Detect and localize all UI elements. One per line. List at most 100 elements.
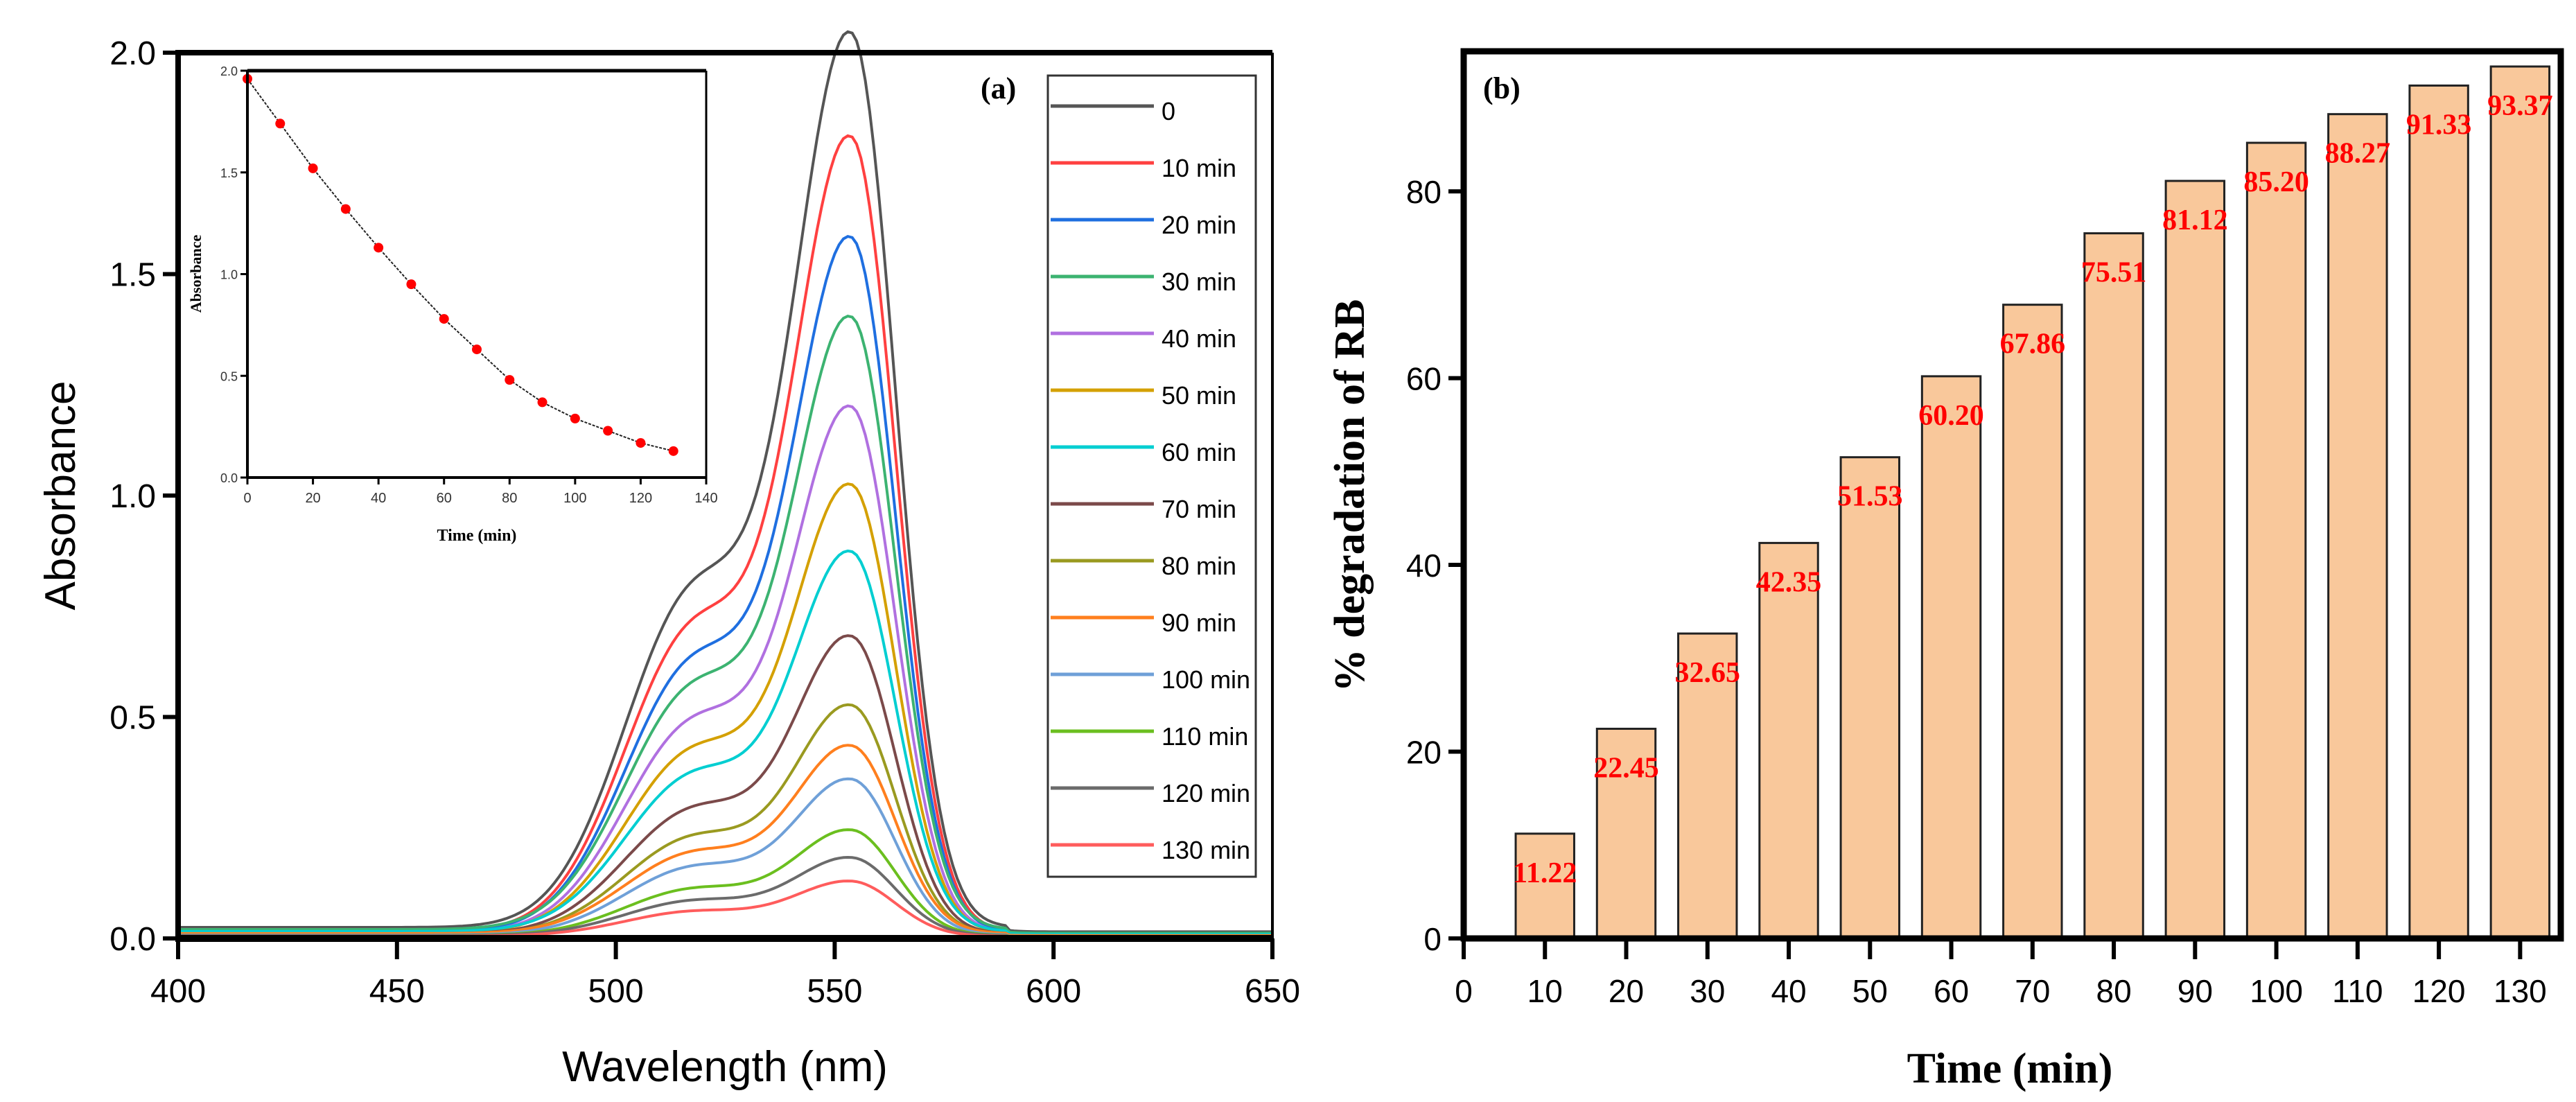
inset-x-tick-label: 100 [563, 491, 586, 506]
inset-y-tick-label: 0.0 [220, 471, 238, 485]
panel-a-y-tick-label: 0.0 [109, 921, 156, 958]
panel-a-x-axis-label: Wavelength (nm) [562, 1043, 888, 1091]
inset-y-axis-label: Absorbance [187, 235, 204, 313]
inset-background [247, 71, 706, 478]
panel-a-x-tick-label: 400 [150, 973, 206, 1010]
inset-fit-line [247, 78, 674, 452]
legend-label: 100 min [1162, 665, 1250, 694]
panel-a-x-tick-label: 650 [1245, 973, 1300, 1010]
legend-label: 30 min [1162, 268, 1236, 296]
panel-a-x-tick-label: 500 [588, 973, 644, 1010]
panel-b-y-tick-label: 20 [1406, 735, 1442, 771]
legend-label: 90 min [1162, 609, 1236, 637]
bar-value-label: 42.35 [1756, 566, 1822, 598]
inset-data-point [570, 413, 580, 423]
bar [2083, 232, 2144, 940]
panel-a-y-tick-label: 2.0 [109, 35, 156, 72]
legend-label: 0 [1162, 97, 1175, 125]
legend-label: 40 min [1162, 324, 1236, 353]
inset-data-point [406, 279, 417, 290]
bar [1514, 832, 1575, 940]
panel-a-legend: 0 10 min 20 min 30 min 40 min 50 min 60 min 70 … [1046, 74, 1257, 878]
bar-value-label: 32.65 [1675, 657, 1741, 689]
panel-b-x-tick-label: 10 [1527, 973, 1563, 1009]
bar [1920, 375, 1982, 940]
panel-b-x-tick-label: 20 [1609, 973, 1644, 1009]
inset-x-tick-label: 80 [502, 491, 517, 506]
panel-a-y-axis-label: Absorbance [37, 381, 85, 611]
inset-x-tick-label: 60 [437, 491, 452, 506]
bar [1595, 728, 1657, 940]
panel-b-x-tick-label: 110 [2332, 973, 2383, 1009]
inset-x-tick-label: 140 [694, 491, 717, 506]
panel-b-x-tick-label: 130 [2494, 973, 2547, 1009]
panel-b-x-tick-label: 80 [2096, 973, 2131, 1009]
inset-data-point [603, 426, 613, 436]
inset-x-axis-label: Time (min) [437, 527, 517, 545]
panel-a-x-tick-label: 550 [807, 973, 862, 1010]
bar-value-label: 51.53 [1837, 481, 1903, 513]
inset-y-tick-label: 1.5 [220, 166, 238, 180]
panel-b-x-tick-label: 90 [2178, 973, 2213, 1009]
inset-data-point [668, 446, 678, 456]
legend-label: 80 min [1162, 552, 1236, 580]
panel-b-y-tick-label: 60 [1406, 361, 1442, 397]
bar-value-label: 91.33 [2406, 109, 2472, 141]
legend-label: 20 min [1162, 211, 1236, 239]
panel-b-x-tick-label: 40 [1771, 973, 1806, 1009]
panel-b-bar-chart: 11.22 22.45 32.65 42.35 51.53 60.20 67.86 75.51… [1406, 48, 2564, 1009]
inset-data-point [537, 397, 547, 408]
legend-label: 110 min [1162, 722, 1248, 751]
inset-data-point [505, 375, 515, 385]
panel-b-x-tick-label: 50 [1852, 973, 1888, 1009]
inset-data-point [374, 243, 384, 253]
panel-a-y-tick-label: 1.0 [109, 478, 156, 515]
inset-y-tick-label: 0.5 [220, 369, 238, 383]
panel-b-tag: (b) [1483, 71, 1521, 105]
inset-y-tick-label: 2.0 [220, 64, 238, 78]
panel-b-frame [1460, 48, 2564, 942]
bar [2327, 113, 2388, 940]
inset-data-point [340, 204, 351, 214]
bar [1839, 456, 1901, 940]
bar-value-label: 85.20 [2243, 166, 2309, 198]
inset-data-point [275, 119, 286, 129]
inset-x-tick-label: 0 [243, 491, 251, 506]
inset-data-point [439, 314, 449, 324]
inset-data-point [308, 163, 318, 173]
panel-a-x-tick-label: 600 [1026, 973, 1081, 1010]
legend-label: 120 min [1162, 779, 1250, 807]
bar-value-label: 75.51 [2081, 257, 2147, 289]
legend-label: 70 min [1162, 495, 1236, 523]
inset-x-tick-label: 20 [305, 491, 320, 506]
bar [1758, 541, 1819, 940]
panel-b-x-tick-label: 70 [2015, 973, 2050, 1009]
legend-label: 50 min [1162, 381, 1236, 410]
panel-b-x-axis-label: Time (min) [1907, 1045, 2113, 1092]
bar-value-label: 11.22 [1513, 857, 1577, 889]
bar-value-label: 22.45 [1593, 753, 1659, 785]
panel-b-x-tick-label: 60 [1934, 973, 1969, 1009]
inset-data-point [636, 438, 646, 448]
bar [2408, 84, 2469, 940]
bar [2002, 304, 2063, 940]
panel-b-y-tick-label: 0 [1423, 921, 1442, 957]
panel-b-y-tick-label: 40 [1406, 548, 1442, 584]
panel-a-x-tick-label: 450 [369, 973, 425, 1010]
legend-box [1046, 74, 1257, 878]
inset-x-tick-label: 40 [371, 491, 386, 506]
panel-b-x-tick-label: 120 [2412, 973, 2466, 1009]
bar [2164, 180, 2226, 940]
inset-data-point [472, 344, 482, 355]
panel-a-y-tick-label: 0.5 [109, 700, 156, 737]
panel-a-y-tick-label: 1.5 [109, 257, 156, 294]
bar-value-label: 88.27 [2325, 138, 2391, 170]
panel-a-tag: (a) [981, 71, 1016, 105]
bar-value-label: 67.86 [2000, 329, 2066, 360]
bar [2489, 65, 2551, 940]
bar-value-label: 93.37 [2487, 90, 2553, 122]
bar-value-label: 60.20 [1918, 400, 1984, 432]
bar [2245, 141, 2307, 940]
